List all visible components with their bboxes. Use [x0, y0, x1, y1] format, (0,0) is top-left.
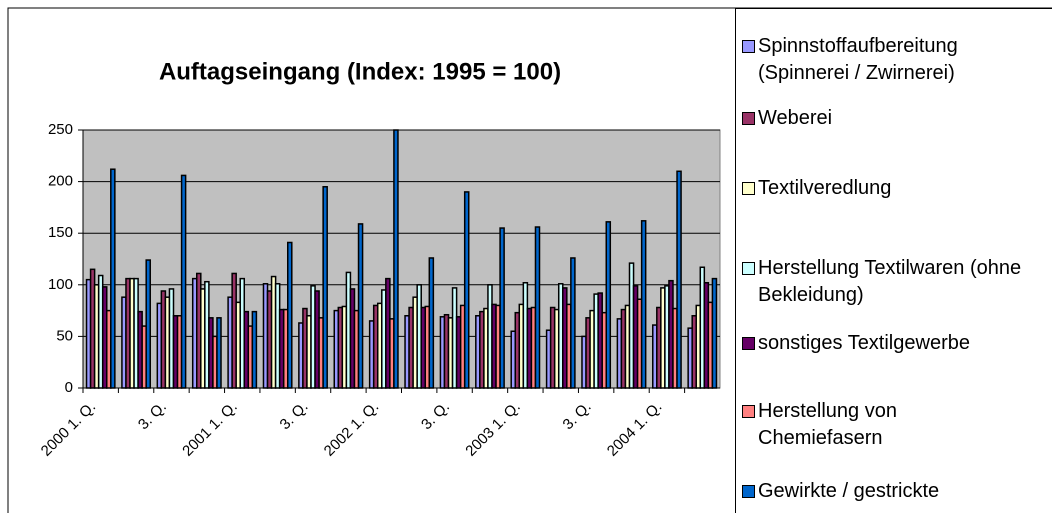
bar	[499, 227, 505, 389]
legend-swatch	[742, 182, 755, 195]
bar	[428, 257, 435, 389]
legend-label: Textilveredlung	[758, 177, 892, 199]
bar	[216, 317, 222, 389]
legend-swatch	[742, 40, 755, 53]
y-tick-label: 0	[65, 379, 73, 396]
bar	[463, 191, 470, 389]
legend-label: Herstellung Textilwaren (ohne Bekleidung…	[758, 257, 1022, 306]
bar	[676, 170, 682, 389]
y-tick-label: 200	[48, 173, 73, 190]
legend-swatch	[742, 485, 755, 498]
legend-label: Herstellung von Chemiefasern	[758, 400, 897, 449]
legend-label: Spinnstoffaufbereitung (Spinnerei / Zwir…	[758, 35, 958, 84]
legend-label: Gewirkte / gestrickte	[758, 480, 940, 502]
bar	[110, 168, 116, 389]
bar	[640, 220, 647, 389]
bar	[287, 241, 293, 389]
y-tick-label: 150	[48, 224, 73, 241]
bar	[357, 223, 364, 389]
legend-swatch	[742, 112, 755, 125]
legend-label: sonstiges Textilgewerbe	[758, 332, 970, 354]
bar	[145, 259, 151, 389]
y-tick-label: 50	[56, 327, 73, 344]
legend-swatch	[742, 337, 755, 350]
legend-swatch	[742, 405, 755, 418]
legend-swatch	[742, 262, 755, 275]
bar	[322, 186, 328, 389]
bar	[570, 257, 576, 389]
chart-title: Auftagseingang (Index: 1995 = 100)	[159, 58, 561, 85]
y-tick-label: 100	[48, 276, 73, 293]
bar	[180, 174, 187, 389]
bar	[605, 221, 612, 389]
bar	[534, 226, 541, 389]
legend-label: Weberei	[758, 107, 833, 129]
y-tick-label: 250	[48, 121, 73, 138]
plot-area	[82, 129, 721, 389]
bar	[393, 129, 399, 389]
bar	[251, 310, 258, 389]
legend: Spinnstoffaufbereitung (Spinnerei / Zwir…	[735, 8, 1052, 513]
bar	[711, 277, 718, 389]
